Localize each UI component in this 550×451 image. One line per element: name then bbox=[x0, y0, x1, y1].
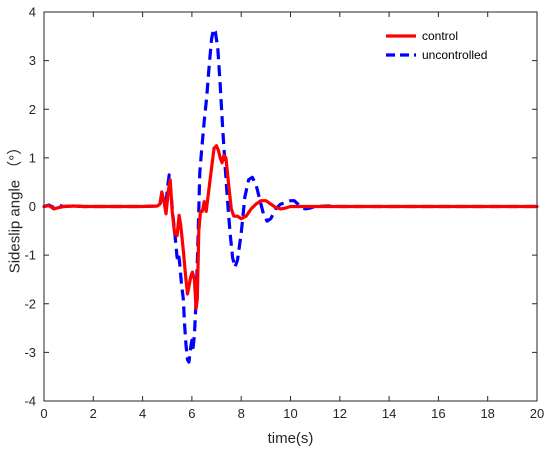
legend-label-control: control bbox=[422, 29, 458, 43]
x-tick-label: 2 bbox=[90, 406, 97, 421]
y-axis-label: Sideslip angle （°） bbox=[6, 140, 23, 274]
y-tick-label: -3 bbox=[24, 345, 36, 360]
x-tick-label: 20 bbox=[530, 406, 544, 421]
x-tick-label: 12 bbox=[333, 406, 347, 421]
y-tick-label: 0 bbox=[29, 199, 36, 214]
x-tick-label: 10 bbox=[283, 406, 297, 421]
series-line-control bbox=[42, 144, 539, 311]
x-axis-label: time(s) bbox=[268, 430, 314, 447]
y-tick-label: 2 bbox=[29, 102, 36, 117]
y-tick-label: 4 bbox=[29, 5, 36, 20]
series-layer bbox=[42, 27, 539, 364]
x-tick-label: 4 bbox=[139, 406, 146, 421]
y-tick-label: 1 bbox=[29, 150, 36, 165]
x-tick-label: 14 bbox=[382, 406, 396, 421]
x-tick-label: 18 bbox=[480, 406, 494, 421]
y-tick-label: 3 bbox=[29, 53, 36, 68]
x-tick-label: 6 bbox=[188, 406, 195, 421]
x-tick-label: 16 bbox=[431, 406, 445, 421]
y-tick-label: -1 bbox=[24, 248, 36, 263]
x-tick-label: 8 bbox=[238, 406, 245, 421]
legend: control uncontrolled bbox=[378, 22, 531, 66]
y-tick-label: -2 bbox=[24, 296, 36, 311]
series-line-uncontrolled bbox=[43, 27, 537, 364]
plot-area-frame bbox=[43, 11, 538, 402]
legend-label-uncontrolled: uncontrolled bbox=[422, 48, 487, 62]
legend-box bbox=[378, 22, 531, 66]
y-tick-label: -4 bbox=[24, 394, 36, 409]
x-tick-label: 0 bbox=[40, 406, 47, 421]
